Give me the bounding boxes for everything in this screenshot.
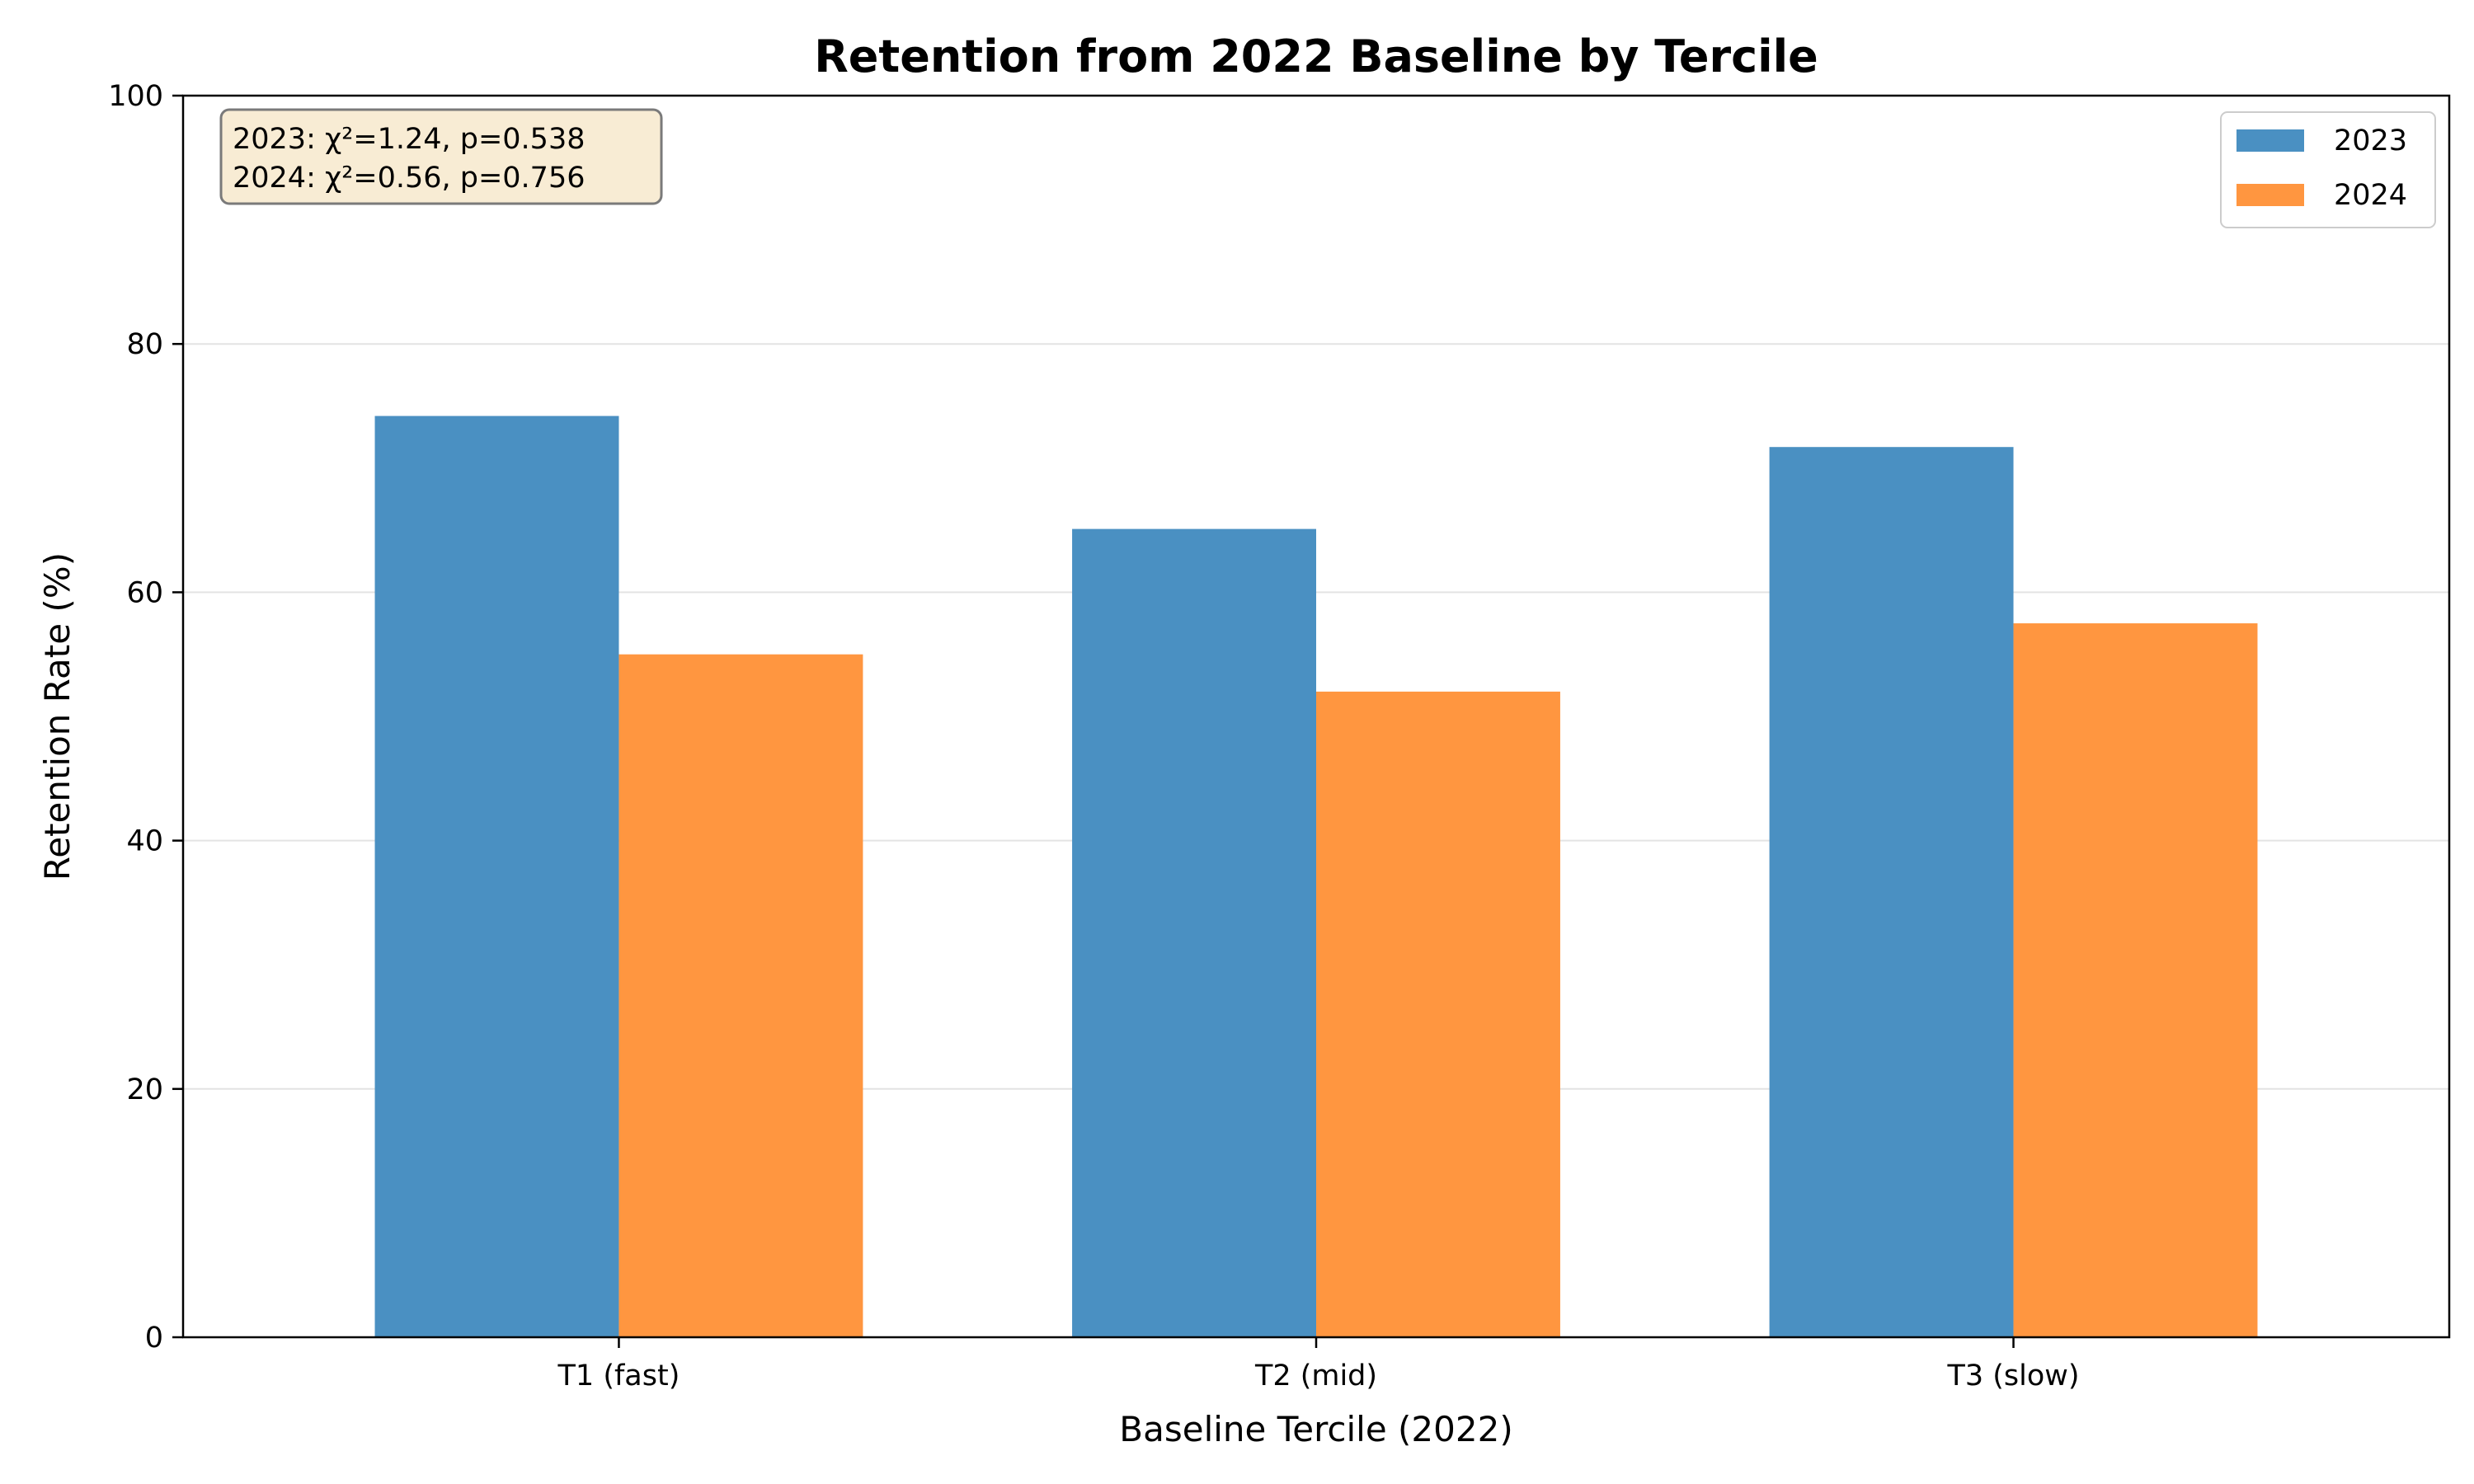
y-tick-label-80: 80 [126,328,163,361]
x-tick-label-3: T3 (slow) [1946,1360,2079,1392]
chart-title: Retention from 2022 Baseline by Tercile [814,31,1818,82]
y-tick-label-0: 0 [145,1322,163,1355]
legend: 2023 2024 [2220,111,2436,228]
y-tick-label-40: 40 [126,825,163,858]
stats-line-2024: 2024: χ²=0.56, p=0.756 [233,162,586,195]
stats-annotation: 2023: χ²=1.24, p=0.538 2024: χ²=0.56, p=… [219,108,663,205]
legend-label-2023: 2023 [2334,124,2407,157]
bar-2023-3 [1769,447,2014,1337]
stats-annotation-box [219,108,663,205]
x-tick-label-1: T1 (fast) [557,1360,680,1392]
x-axis-label: Baseline Tercile (2022) [1119,1409,1512,1449]
y-axis-label: Retention Rate (%) [37,552,78,881]
bar-2024-2 [1316,691,1560,1337]
bar-2024-3 [2013,623,2258,1337]
y-tick-label-20: 20 [126,1073,163,1106]
x-tick-label-2: T2 (mid) [1254,1360,1377,1392]
stats-line-2023: 2023: χ²=1.24, p=0.538 [233,123,586,156]
legend-swatch-2023 [2236,129,2304,152]
legend-label-2024: 2024 [2334,179,2407,212]
bar-2024-1 [618,654,863,1337]
bar-2023-1 [374,416,619,1338]
ticks: 0 20 40 60 80 100 T1 (fast) T2 (mid) T3 (slow) [108,80,2079,1392]
y-tick-label-60: 60 [126,576,163,609]
y-tick-label-100: 100 [108,80,163,113]
bar-2023-2 [1072,528,1316,1337]
legend-swatch-2024 [2236,184,2304,206]
bars [374,416,2258,1338]
